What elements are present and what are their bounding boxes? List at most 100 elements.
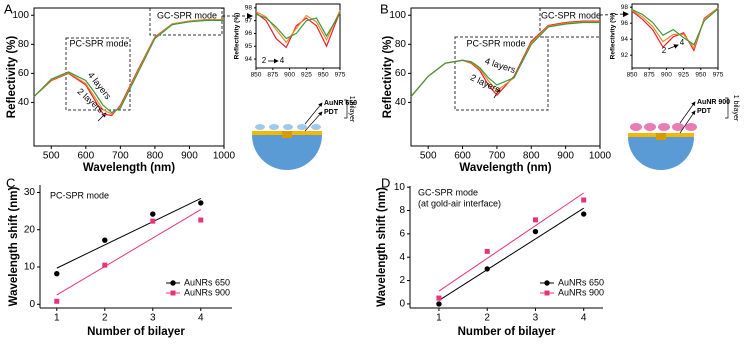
plot-frame	[410, 7, 601, 147]
annotation: PC-SPR mode	[466, 38, 525, 48]
x-tick-label: 900	[181, 151, 198, 162]
panel-label: B	[380, 1, 389, 16]
legend-label: AuNRs 650	[558, 277, 604, 287]
x-tick-label: 950	[695, 71, 706, 78]
y-tick-label: 96	[245, 30, 253, 37]
legend-marker	[170, 290, 176, 296]
y-tick-label: 80	[395, 39, 407, 50]
x-tick-label: 875	[644, 71, 655, 78]
schematic: AuNR 900 PDT 1 bilayer	[628, 95, 739, 170]
y-axis-label: Reflectivity (%)	[234, 13, 241, 60]
data-point	[150, 218, 156, 224]
y-tick-label: 100	[389, 10, 406, 21]
annotation: 2	[262, 56, 267, 65]
x-tick-label: 1	[436, 313, 442, 324]
y-tick-label: 94	[621, 36, 629, 43]
x-tick-label: 3	[533, 313, 539, 324]
data-point	[436, 301, 442, 307]
x-tick-label: 600	[77, 151, 94, 162]
schematic-label: AuNR 900	[697, 99, 730, 106]
fit-line	[438, 207, 584, 301]
data-point	[581, 211, 587, 217]
y-axis-label: Wavelength shift (nm)	[8, 186, 20, 306]
y-tick-label: 94	[245, 56, 253, 63]
data-line	[33, 19, 224, 114]
schematic-label: PDT	[697, 108, 712, 115]
y-tick-label: 10	[24, 262, 36, 273]
x-tick-label: 3	[150, 313, 156, 324]
x-tick-label: 850	[251, 71, 262, 78]
annotation: GC-SPR mode	[541, 10, 601, 20]
x-tick-label: 875	[267, 71, 278, 78]
legend-label: AuNRs 900	[558, 287, 604, 297]
y-tick-label: 8	[399, 205, 405, 216]
y-tick-label: 6	[399, 229, 405, 240]
x-tick-label: 500	[43, 151, 60, 162]
schematic-label: PDT	[324, 109, 339, 116]
annotation: 2	[662, 46, 667, 55]
legend-label: AuNRs 900	[184, 287, 230, 297]
x-tick-label: 500	[420, 151, 437, 162]
y-tick-label: 4	[399, 252, 405, 263]
legend-marker	[170, 280, 176, 286]
y-tick-label: 40	[395, 97, 407, 108]
data-line	[410, 20, 600, 97]
annotation: PC-SPR mode	[69, 38, 128, 48]
y-tick-label: 80	[18, 39, 30, 50]
x-axis-label: Number of bilayer	[87, 326, 185, 338]
y-tick-label: 98	[621, 4, 629, 11]
x-tick-label: 4	[581, 313, 587, 324]
data-point	[581, 197, 587, 203]
y-axis-label: Reflectivity (%)	[382, 36, 394, 119]
data-point	[532, 217, 538, 223]
legend-marker	[544, 280, 550, 286]
legend-label: AuNRs 650	[184, 277, 230, 287]
plot-frame	[255, 3, 341, 69]
x-tick-label: 600	[454, 151, 471, 162]
bracket-label: 1 bilayer	[732, 95, 739, 122]
y-tick-label: 20	[24, 224, 36, 235]
fit-line	[56, 197, 202, 269]
y-axis-label: Reflectivity (%)	[6, 36, 18, 119]
y-tick-label: 10	[394, 182, 406, 193]
data-point	[54, 298, 60, 304]
y-tick-label: 60	[395, 68, 407, 79]
bracket-label: 1 bilayer	[348, 96, 355, 123]
panel-label: C	[6, 175, 15, 190]
panel-label: D	[381, 175, 390, 190]
y-tick-label: 95	[245, 43, 253, 50]
data-point	[436, 295, 442, 301]
x-tick-label: 850	[627, 71, 638, 78]
y-tick-label: 30	[24, 187, 36, 198]
data-line	[255, 12, 341, 40]
legend-marker	[544, 290, 550, 296]
x-tick-label: 700	[112, 151, 129, 162]
annotation: 4	[280, 56, 285, 65]
x-tick-label: 700	[489, 151, 506, 162]
annotation: 2 layers	[469, 72, 502, 95]
data-line	[631, 7, 719, 50]
data-point	[102, 262, 108, 268]
plot-frame	[33, 7, 225, 147]
data-point	[198, 200, 204, 206]
region-box	[454, 36, 549, 111]
annotation: GC-SPR mode	[157, 10, 217, 20]
annotation: (at gold-air interface)	[418, 198, 501, 208]
y-tick-label: 96	[621, 20, 629, 27]
annotation: 4	[680, 38, 685, 47]
y-tick-label: 97	[245, 17, 253, 24]
y-tick-label: 40	[18, 97, 30, 108]
y-axis-label: Wavelength shift (nm)	[376, 187, 388, 307]
data-point	[198, 217, 204, 223]
schematic: AuNR 650 PDT 1 bilayer	[252, 96, 357, 170]
data-point	[484, 248, 490, 254]
data-line	[255, 11, 341, 49]
annotation: 4 layers	[484, 56, 518, 75]
x-tick-label: 2	[102, 313, 108, 324]
x-tick-label: 4	[198, 313, 204, 324]
data-point	[532, 228, 539, 235]
data-line	[33, 19, 224, 115]
x-tick-label: 900	[557, 151, 574, 162]
x-axis-label: Number of bilayer	[458, 326, 556, 338]
